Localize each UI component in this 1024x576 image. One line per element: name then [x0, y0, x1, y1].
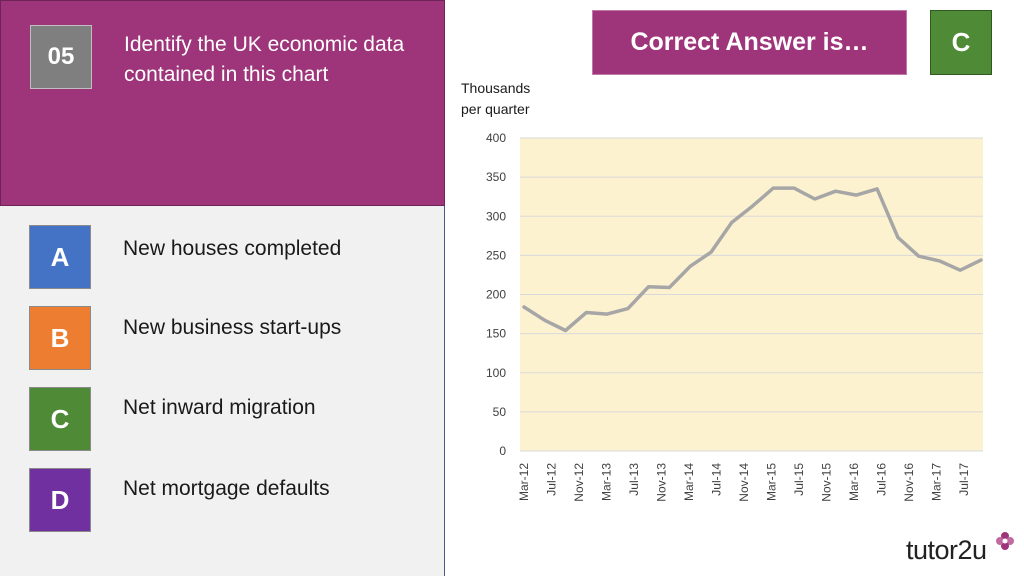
- line-chart: 0 50 100 150 200 250 300 350 400 Mar-12 Jul-12 Nov-…: [486, 131, 983, 502]
- logo-flower-icon: [996, 532, 1014, 550]
- x-tick-label: Mar-14: [682, 463, 696, 501]
- y-axis-unit-line-2: per quarter: [461, 101, 530, 117]
- question-header: 05 Identify the UK economic data contain…: [0, 0, 445, 206]
- option-a-letter: A: [50, 241, 70, 272]
- y-tick-label: 0: [499, 444, 506, 458]
- x-tick-label: Mar-17: [930, 463, 944, 501]
- y-tick-label: 100: [486, 366, 506, 380]
- x-tick-label: Mar-15: [765, 463, 779, 501]
- correct-answer-banner: Correct Answer is…: [592, 10, 907, 75]
- x-tick-label: Mar-12: [517, 463, 531, 501]
- x-tick-label: Jul-15: [792, 463, 806, 496]
- option-b-label[interactable]: New business start-ups: [123, 316, 342, 339]
- x-tick-label: Mar-16: [847, 463, 861, 501]
- option-b-badge[interactable]: B: [29, 306, 91, 370]
- option-a-badge[interactable]: A: [29, 225, 91, 289]
- y-tick-label: 150: [486, 327, 506, 341]
- option-a-label[interactable]: New houses completed: [123, 237, 342, 260]
- x-tick-label: Jul-17: [957, 463, 971, 496]
- option-b-letter: B: [50, 322, 70, 353]
- question-number: 05: [30, 25, 92, 89]
- option-d-badge[interactable]: D: [29, 468, 91, 532]
- y-tick-label: 300: [486, 209, 506, 223]
- option-c-letter: C: [50, 403, 70, 434]
- x-tick-label: Nov-13: [655, 463, 669, 502]
- option-d-label[interactable]: Net mortgage defaults: [123, 477, 330, 500]
- tutor2u-logo: tutor2u: [906, 535, 987, 565]
- x-tick-label: Nov-12: [572, 463, 586, 502]
- x-tick-label: Jul-16: [875, 463, 889, 496]
- correct-answer-letter: C: [930, 10, 992, 75]
- x-tick-label: Nov-16: [902, 463, 916, 502]
- x-tick-label: Jul-13: [627, 463, 641, 496]
- option-c-badge[interactable]: C: [29, 387, 91, 451]
- x-tick-label: Jul-12: [545, 463, 559, 496]
- y-tick-label: 200: [486, 288, 506, 302]
- y-tick-label: 250: [486, 248, 506, 262]
- x-tick-label: Mar-13: [600, 463, 614, 501]
- option-d-letter: D: [50, 484, 70, 515]
- y-tick-label: 400: [486, 131, 506, 145]
- y-tick-label: 50: [493, 405, 507, 419]
- x-tick-label: Nov-14: [737, 463, 751, 502]
- y-axis-unit-label: Thousands per quarter: [461, 78, 561, 120]
- option-c-label[interactable]: Net inward migration: [123, 396, 316, 419]
- question-text: Identify the UK economic data contained …: [124, 33, 405, 86]
- y-tick-label: 350: [486, 170, 506, 184]
- y-axis-unit-line-1: Thousands: [461, 80, 531, 96]
- x-tick-label: Jul-14: [710, 463, 724, 496]
- x-tick-label: Nov-15: [820, 463, 834, 502]
